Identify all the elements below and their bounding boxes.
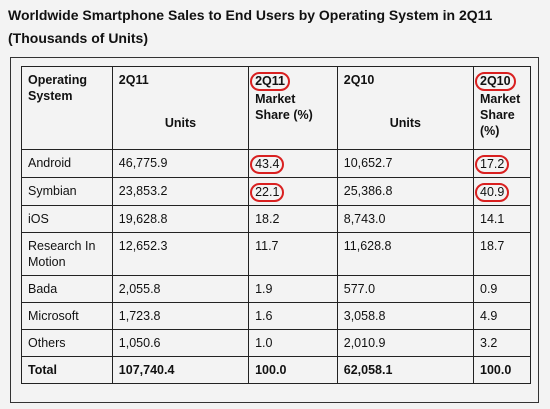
cell-os: Android	[21, 149, 113, 178]
header-2q10-share-circled: 2Q10	[475, 72, 516, 91]
cell-share-2q11: 22.1	[248, 177, 338, 206]
table-row: Bada 2,055.8 1.9 577.0 0.9	[21, 275, 531, 303]
header-2q10-units-label: Units	[389, 116, 421, 130]
cell-total-label: Total	[21, 356, 113, 384]
table-row: Research In Motion 12,652.3 11.7 11,628.…	[21, 232, 531, 276]
circled-value: 17.2	[475, 155, 510, 174]
cell-total-share-2q11: 100.0	[248, 356, 338, 384]
cell-share-2q10: 4.9	[473, 302, 531, 330]
table-row: iOS 19,628.8 18.2 8,743.0 14.1	[21, 205, 531, 233]
cell-units-2q11: 1,050.6	[111, 329, 250, 357]
cell-units-2q10: 11,628.8	[336, 232, 475, 276]
header-2q11-share-label: Market Share (%)	[255, 92, 313, 122]
header-2q10-share-label: Market Share (%)	[480, 92, 521, 138]
table-row: Microsoft 1,723.8 1.6 3,058.8 4.9	[21, 302, 531, 330]
header-2q11-units-label: Units	[164, 116, 197, 130]
header-2q11-share: 2Q11 Market Share (%)	[248, 66, 338, 150]
cell-share-2q10: 17.2	[473, 149, 531, 178]
table-row: Symbian 23,853.2 22.1 25,386.8 40.9	[21, 177, 531, 206]
cell-units-2q11: 19,628.8	[111, 205, 250, 233]
title-line-2: (Thousands of Units)	[8, 30, 148, 46]
header-2q10-share: 2Q10 Market Share (%)	[473, 66, 531, 150]
cell-units-2q10: 577.0	[336, 275, 475, 303]
cell-total-share-2q10: 100.0	[473, 356, 531, 384]
cell-share-2q10: 18.7	[473, 232, 531, 276]
cell-units-2q10: 25,386.8	[336, 177, 475, 206]
cell-share-2q10: 14.1	[473, 205, 531, 233]
circled-value: 43.4	[250, 155, 285, 174]
cell-units-2q11: 2,055.8	[111, 275, 250, 303]
cell-units-2q10: 2,010.9	[336, 329, 475, 357]
cell-units-2q11: 46,775.9	[111, 149, 250, 178]
header-2q11-share-circled: 2Q11	[250, 72, 290, 91]
cell-os: iOS	[21, 205, 113, 233]
cell-units-2q11: 23,853.2	[111, 177, 250, 206]
table-total-row: Total 107,740.4 100.0 62,058.1 100.0	[21, 356, 531, 384]
header-2q10-units: 2Q10 Units	[336, 66, 475, 150]
table-row: Others 1,050.6 1.0 2,010.9 3.2	[21, 329, 531, 357]
page-title: Worldwide Smartphone Sales to End Users …	[8, 4, 548, 50]
header-2q11-units: 2Q11 Units	[111, 66, 250, 150]
table-header-row: Operating System 2Q11 Units 2Q11 Market …	[21, 66, 531, 150]
header-2q10-label: 2Q10	[343, 73, 375, 87]
cell-share-2q11: 11.7	[248, 232, 338, 276]
cell-share-2q11: 1.9	[248, 275, 338, 303]
cell-os: Research In Motion	[21, 232, 113, 276]
cell-units-2q10: 3,058.8	[336, 302, 475, 330]
table-frame: Operating System 2Q11 Units 2Q11 Market …	[10, 57, 539, 403]
cell-share-2q10: 0.9	[473, 275, 531, 303]
cell-units-2q10: 10,652.7	[336, 149, 475, 178]
header-operating-system: Operating System	[21, 66, 113, 150]
cell-total-units-2q11: 107,740.4	[111, 356, 250, 384]
cell-share-2q11: 43.4	[248, 149, 338, 178]
sales-table: Operating System 2Q11 Units 2Q11 Market …	[21, 66, 531, 384]
table-row: Android 46,775.9 43.4 10,652.7 17.2	[21, 149, 531, 178]
title-line-1: Worldwide Smartphone Sales to End Users …	[8, 7, 493, 23]
circled-value: 22.1	[250, 183, 285, 202]
cell-units-2q11: 1,723.8	[111, 302, 250, 330]
cell-share-2q11: 1.6	[248, 302, 338, 330]
cell-os: Symbian	[21, 177, 113, 206]
cell-share-2q10: 3.2	[473, 329, 531, 357]
circled-value: 40.9	[475, 183, 510, 202]
cell-os: Microsoft	[21, 302, 113, 330]
cell-total-units-2q10: 62,058.1	[336, 356, 475, 384]
cell-os: Others	[21, 329, 113, 357]
cell-share-2q10: 40.9	[473, 177, 531, 206]
cell-share-2q11: 1.0	[248, 329, 338, 357]
header-2q11-label: 2Q11	[118, 73, 149, 87]
cell-os: Bada	[21, 275, 113, 303]
cell-units-2q10: 8,743.0	[336, 205, 475, 233]
cell-units-2q11: 12,652.3	[111, 232, 250, 276]
cell-share-2q11: 18.2	[248, 205, 338, 233]
